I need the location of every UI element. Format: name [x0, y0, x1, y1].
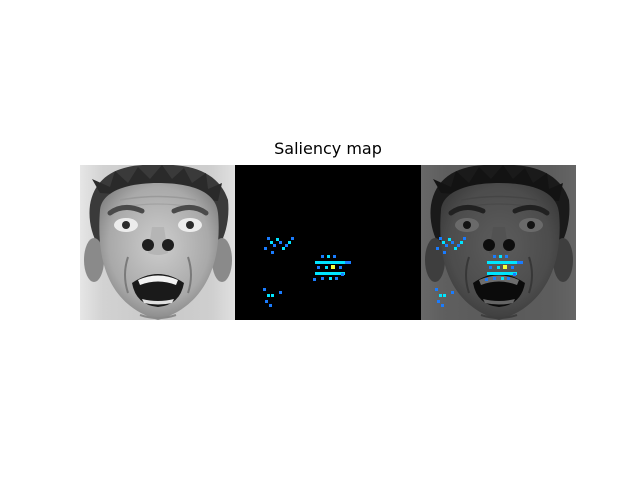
original-face-panel: [80, 165, 235, 320]
image-strip: [80, 165, 576, 320]
saliency-heatmap-panel: [235, 165, 421, 320]
figure-title: Saliency map: [274, 139, 382, 158]
overlay-panel: [421, 165, 576, 320]
